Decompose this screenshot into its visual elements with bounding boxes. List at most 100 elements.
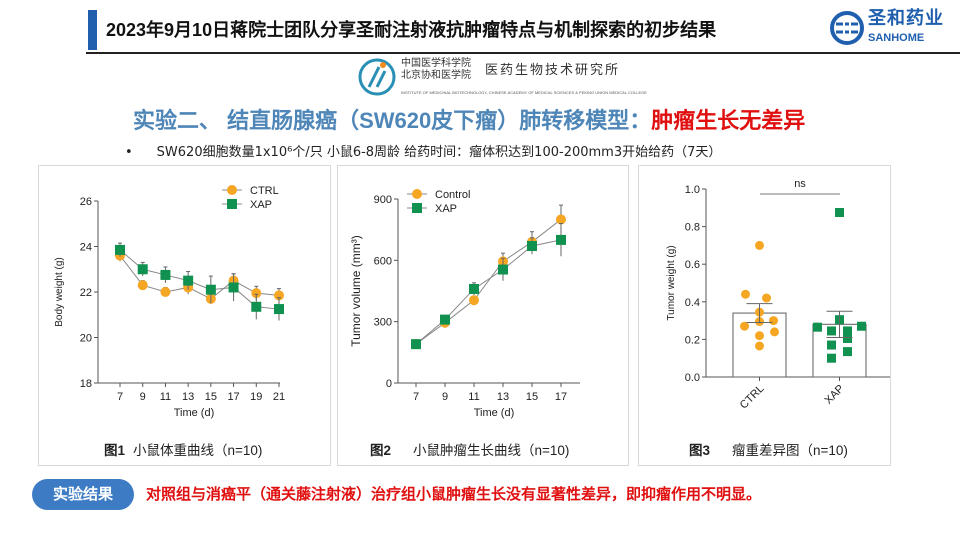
x-tick-label: 15 [205, 391, 217, 403]
data-point-CTRL [770, 327, 779, 337]
legend-label-XAP: XAP [435, 203, 457, 215]
header-divider [86, 52, 960, 54]
legend-marker-XAP [412, 203, 422, 213]
y-tick-label: 18 [80, 378, 92, 390]
sanhome-logo: 圣和药业 SANHOME [830, 8, 955, 48]
y-tick-label: 0.6 [685, 259, 700, 271]
figure-2-caption: 图2 小鼠肿瘤生长曲线（n=10) [370, 443, 570, 458]
data-point-CTRL [755, 341, 764, 351]
x-axis-label: Time (d) [474, 407, 515, 419]
figure-3-caption: 图3 瘤重差异图（n=10) [689, 443, 848, 458]
y-axis-label: Tumor volume (mm³) [349, 235, 363, 347]
data-point-XAP [527, 241, 537, 252]
x-tick-label: 19 [250, 391, 262, 403]
data-point-CTRL [740, 321, 749, 331]
data-point-XAP [469, 283, 479, 294]
experiment-conditions: • SW620细胞数量1x10⁶个/只 小鼠6-8周龄 给药时间：瘤体积达到100… [125, 145, 722, 160]
data-point-XAP [835, 208, 844, 217]
data-point-CTRL [160, 287, 171, 297]
data-point-XAP [440, 314, 450, 325]
legend-label-Control: Control [435, 189, 470, 201]
subtitle-highlight: 肿瘤生长无差异 [651, 108, 806, 133]
x-tick-label: CTRL [738, 383, 767, 412]
data-point-CTRL [274, 290, 284, 301]
y-tick-label: 0.2 [685, 334, 700, 346]
figure-1-caption: 图1 小鼠体重曲线（n=10) [104, 443, 263, 458]
data-point-CTRL [741, 289, 750, 299]
y-tick-label: 600 [374, 255, 392, 267]
header-accent-bar [88, 10, 97, 50]
institute-line1: 中国医学科学院 北京协和医学院 [401, 58, 471, 81]
x-tick-label: 21 [273, 391, 285, 403]
data-point-Control [556, 214, 566, 225]
legend-marker-XAP [227, 199, 237, 209]
data-point-XAP [498, 264, 508, 275]
legend-label-CTRL: CTRL [250, 185, 279, 197]
x-tick-label: 11 [160, 391, 171, 403]
x-tick-label: XAP [823, 383, 847, 407]
significance-label: ns [794, 178, 806, 190]
section-subtitle: 实验二、 结直肠腺癌（SW620皮下瘤）肺转移模型：肿瘤生长无差异 [133, 108, 806, 133]
x-tick-label: 15 [526, 391, 538, 403]
data-point-XAP [843, 333, 852, 343]
y-tick-label: 300 [374, 317, 392, 329]
x-tick-label: 9 [140, 391, 146, 403]
data-point-XAP [205, 284, 216, 295]
y-axis-label: Body weight (g) [54, 257, 65, 326]
legend-label-XAP: XAP [250, 199, 272, 211]
brand-name-en: SANHOME [868, 32, 925, 44]
data-point-XAP [843, 347, 852, 357]
data-point-CTRL [762, 293, 771, 303]
legend-marker-CTRL [227, 185, 237, 195]
data-point-XAP [183, 275, 194, 286]
data-point-XAP [228, 282, 239, 293]
data-point-XAP [843, 326, 852, 336]
data-point-XAP [556, 234, 566, 245]
charts-canvas: 18 20 22 24 26 7 9 11 13 15 17 19 21 Time (d) Body wei… [54, 178, 890, 419]
y-tick-label: 0.8 [685, 222, 700, 234]
x-tick-label: 9 [442, 391, 448, 403]
data-point-XAP [813, 322, 822, 332]
data-point-CTRL [251, 288, 262, 299]
result-text: 对照组与消癌平（通关藤注射液）治疗组小鼠肿瘤生长没有显著性差异，即抑瘤作用不明显… [146, 486, 762, 503]
x-tick-label: 7 [117, 391, 123, 403]
data-point-XAP [251, 301, 262, 312]
series-line-Control [415, 219, 562, 345]
y-tick-label: 26 [80, 196, 92, 208]
y-tick-label: 1.0 [685, 184, 700, 196]
result-label-button[interactable]: 实验结果 [32, 479, 134, 510]
brand-name-cn: 圣和药业 [868, 8, 944, 28]
x-axis-label: Time (d) [174, 407, 215, 419]
data-point-CTRL [769, 316, 778, 326]
x-tick-label: 17 [555, 391, 567, 403]
sanhome-logo-icon [830, 11, 864, 45]
data-point-Control [469, 295, 479, 306]
data-point-XAP [115, 244, 125, 255]
institute-emblem-icon [358, 58, 396, 96]
figure-2-panel [337, 165, 629, 466]
y-axis-label: Tumor weight (g) [666, 245, 677, 320]
figure-1-panel [38, 165, 331, 466]
data-point-XAP [137, 264, 148, 275]
data-point-CTRL [137, 280, 148, 291]
data-point-XAP [411, 339, 421, 350]
data-point-XAP [857, 321, 866, 331]
x-tick-label: 13 [182, 391, 194, 403]
legend-marker-Control [412, 189, 422, 199]
data-point-XAP [827, 326, 836, 336]
y-tick-label: 0.0 [685, 372, 700, 384]
data-point-CTRL [755, 331, 764, 341]
institute-name: 医药生物技术研究所 [485, 63, 621, 78]
data-point-XAP [827, 340, 836, 350]
page-title: 2023年9月10日蒋院士团队分享圣耐注射液抗肿瘤特点与机制探索的初步结果 [106, 20, 717, 40]
y-tick-label: 22 [80, 287, 92, 299]
x-tick-label: 13 [497, 391, 509, 403]
institute-logo: 中国医学科学院 北京协和医学院 医药生物技术研究所 INSTITUTE OF ME… [355, 57, 647, 99]
x-tick-label: 7 [413, 391, 419, 403]
series-line-XAP [119, 249, 280, 310]
data-point-XAP [160, 269, 171, 280]
data-point-XAP [827, 353, 836, 363]
x-tick-label: 11 [468, 391, 479, 403]
y-tick-label: 24 [80, 242, 92, 254]
x-tick-label: 17 [227, 391, 239, 403]
